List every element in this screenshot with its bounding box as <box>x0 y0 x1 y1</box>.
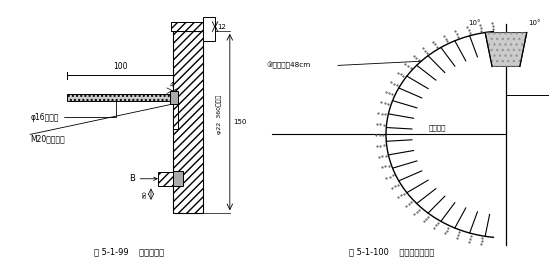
Text: 150: 150 <box>233 119 246 125</box>
Text: 10°: 10° <box>468 20 481 26</box>
Text: 12: 12 <box>217 24 226 30</box>
Text: 10°: 10° <box>528 20 541 26</box>
Text: φ16螺纹钢: φ16螺纹钢 <box>30 99 116 122</box>
Bar <box>173 31 203 213</box>
Polygon shape <box>485 32 527 66</box>
Text: ③锚固长度48cm: ③锚固长度48cm <box>266 62 310 69</box>
Text: 80: 80 <box>142 190 147 198</box>
Text: 图 5-1-99    环板剖面图: 图 5-1-99 环板剖面图 <box>94 247 164 256</box>
Bar <box>171 22 205 31</box>
Text: 100: 100 <box>113 62 128 71</box>
Text: 4: 4 <box>170 82 174 88</box>
Bar <box>170 91 178 104</box>
Text: 车站内墙: 车站内墙 <box>429 124 446 131</box>
Text: B: B <box>129 174 157 183</box>
Bar <box>173 171 183 186</box>
Bar <box>203 17 215 41</box>
Bar <box>173 104 178 129</box>
Text: 图 5-1-100    预埋钢筋示意图: 图 5-1-100 预埋钢筋示意图 <box>349 247 435 256</box>
Bar <box>158 172 180 186</box>
Text: φ22  360度均布: φ22 360度均布 <box>216 95 222 134</box>
Text: M20螺母焊接: M20螺母焊接 <box>30 134 65 143</box>
Bar <box>67 94 173 101</box>
